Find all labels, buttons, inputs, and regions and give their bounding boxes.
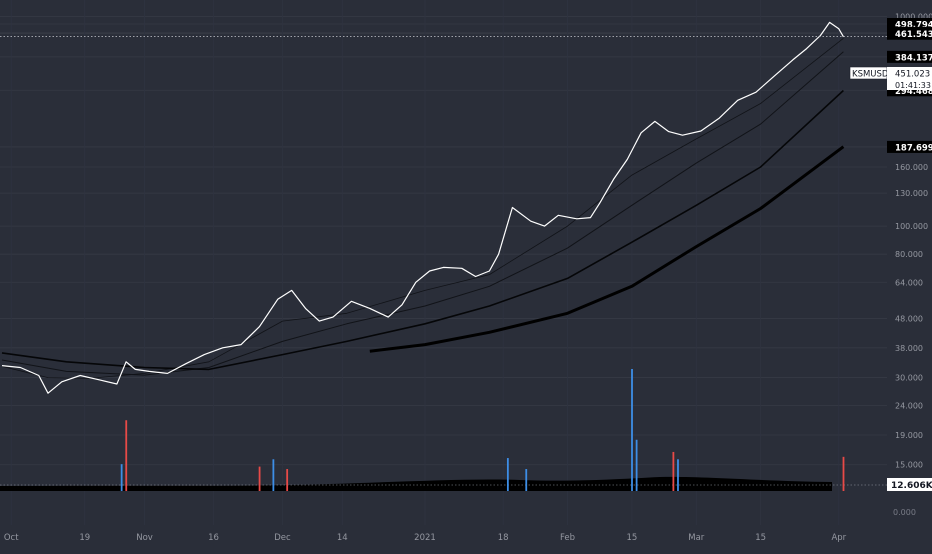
price-tag-label: 498.794 [895, 20, 932, 30]
last-price-tag [887, 67, 932, 79]
price-tag-label: 461.543 [895, 30, 932, 40]
symbol-label: KSMUSDT [852, 70, 894, 80]
moving-average-lines [1, 37, 845, 379]
price-tick-label: 19.000 [895, 431, 923, 440]
price-tick-label: 1000.000 [895, 12, 932, 21]
price-line [1, 21, 844, 394]
time-tick-label: Oct [4, 533, 19, 543]
volume-bar [631, 369, 633, 491]
zero-label: 0.000 [893, 508, 916, 517]
price-tick-label: 15.000 [895, 461, 923, 470]
moving-average-line [1, 37, 844, 379]
time-tick-label: 2021 [414, 533, 436, 543]
price-tick-label: 130.000 [895, 189, 928, 198]
countdown-tag [887, 79, 932, 90]
moving-average-line [1, 89, 844, 371]
price-tag-label: 187.699 [895, 143, 932, 153]
price-tick-label: 48.000 [895, 314, 923, 323]
volume-bar [677, 459, 679, 491]
volume-marker: 12.606K [887, 478, 932, 491]
time-tick-label: 15 [626, 533, 637, 543]
price-series [1, 21, 844, 394]
price-tick-label: 64.000 [895, 278, 923, 287]
price-tick-label: 38.000 [895, 344, 923, 353]
price-tag-label: 294.468 [895, 87, 932, 97]
volume-bar [286, 469, 289, 491]
price-tick-label: 100.000 [895, 222, 928, 231]
time-tick-label: Nov [136, 533, 153, 543]
time-tick-label: Apr [831, 533, 846, 543]
last-price-label: 451.023 [895, 70, 930, 80]
time-axis-bg [0, 525, 887, 550]
time-tick-label: 14 [337, 533, 348, 543]
volume-ma-fill [0, 476, 832, 491]
price-tick-label: 160.000 [895, 163, 928, 172]
volume-bar [258, 466, 261, 491]
time-tick-label: Mar [688, 533, 705, 543]
price-tag-bg [887, 50, 932, 63]
volume-bar [120, 464, 123, 491]
price-tag-bg [887, 140, 932, 153]
volume-bar [842, 456, 845, 491]
volume-bar [672, 451, 675, 491]
time-tick-label: 15 [755, 533, 766, 543]
volume-label: 12.606K [891, 481, 932, 491]
price-tick-label: 24.000 [895, 402, 923, 411]
volume-bar [525, 469, 528, 491]
price-tick-label: 30.000 [895, 374, 923, 383]
time-tick-label: 16 [208, 533, 219, 543]
moving-average-line [1, 51, 844, 376]
price-tag-label: 384.137 [895, 53, 932, 63]
time-tick-label: 18 [498, 533, 509, 543]
time-tick-label: Feb [560, 533, 575, 543]
moving-average-line [369, 145, 845, 353]
time-tick-label: Dec [274, 533, 291, 543]
time-axis[interactable]: Oct 19 Nov 16 Dec 14 2021 18 Feb 15 Mar 15 Apr [0, 525, 887, 550]
price-tag-bg [887, 27, 932, 40]
volume-bar [635, 439, 638, 491]
volume-bar [272, 459, 275, 491]
countdown-label: 01:41:33 [895, 81, 931, 90]
volume-ma-area [0, 476, 887, 491]
volume-bars [120, 369, 845, 491]
volume-bar [125, 420, 128, 491]
price-tick-label: 80.000 [895, 250, 923, 259]
volume-tag [887, 478, 932, 491]
last-price-marker: KSMUSDT 451.023 01:41:33 [849, 66, 932, 90]
volume-bar [506, 458, 509, 491]
time-tick-label: 19 [79, 533, 90, 543]
